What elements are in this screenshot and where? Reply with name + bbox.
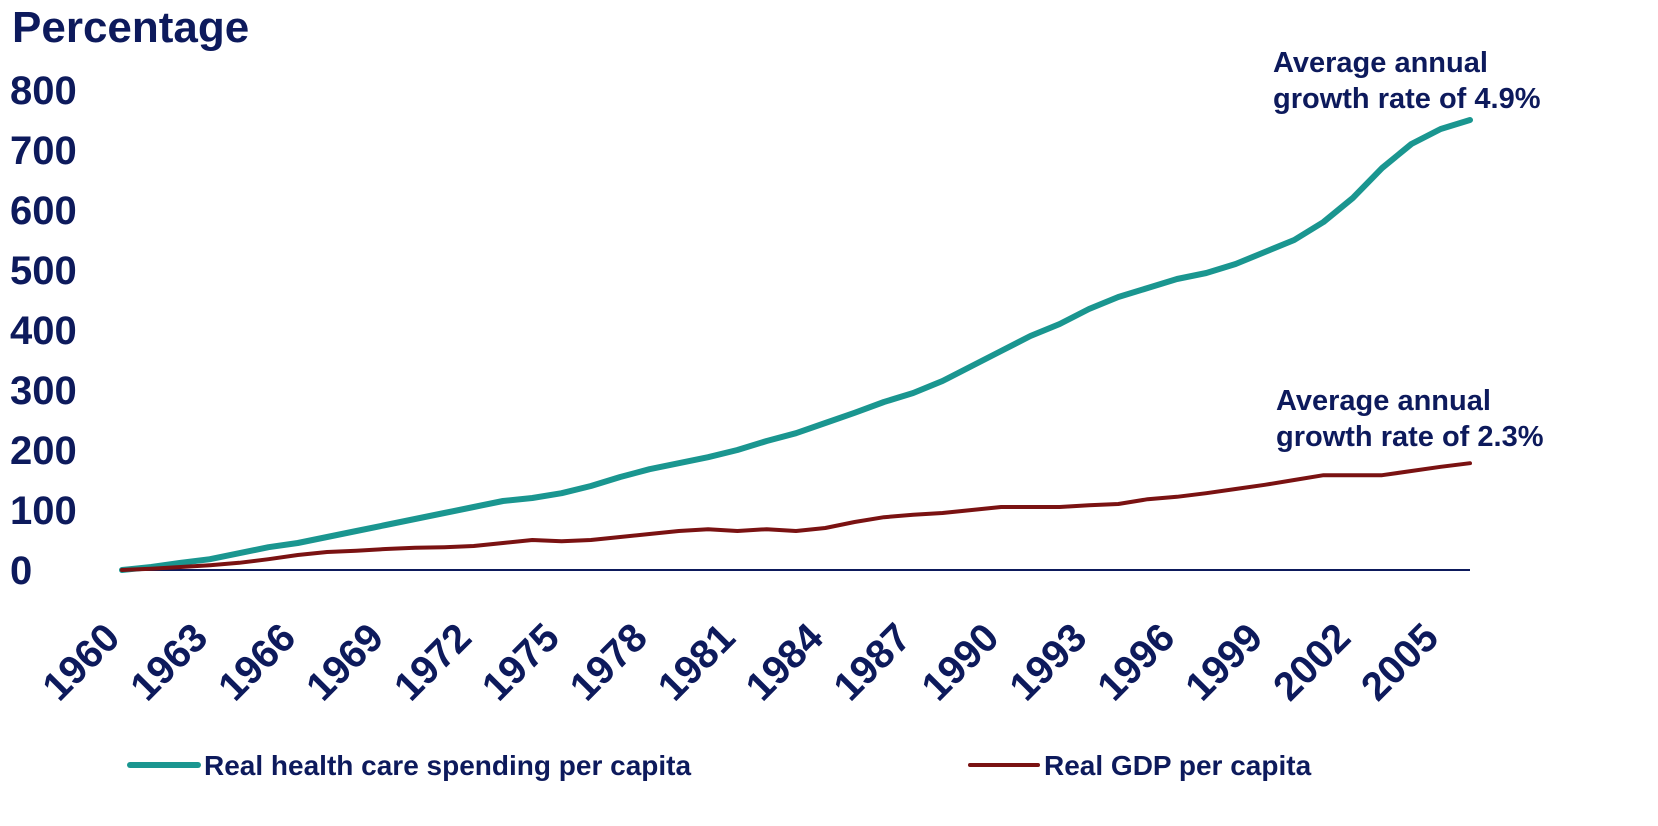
x-tick-label: 1987 [826, 615, 920, 709]
x-tick-label: 1972 [386, 615, 480, 709]
y-tick-label: 600 [10, 189, 77, 233]
x-tick-label: 1969 [298, 615, 392, 709]
y-tick-label: 800 [10, 69, 77, 113]
y-tick-label: 100 [10, 489, 77, 533]
x-tick-label: 1993 [1001, 615, 1095, 709]
x-tick-label: 1999 [1177, 615, 1271, 709]
legend-label: Real health care spending per capita [204, 750, 691, 781]
x-tick-label: 1978 [562, 615, 656, 709]
y-axis-ticks: 0 100 200 300 400 500 600 700 800 [10, 69, 77, 593]
annotation-line: Average annual [1273, 47, 1488, 79]
y-tick-label: 400 [10, 309, 77, 353]
x-tick-label: 1996 [1089, 615, 1183, 709]
x-tick-label: 1984 [738, 615, 833, 710]
y-tick-label: 300 [10, 369, 77, 413]
series-line-gdp [120, 461, 1472, 572]
x-tick-label: 2002 [1265, 615, 1359, 709]
x-tick-label: 1981 [650, 615, 744, 709]
x-tick-label: 1963 [122, 615, 216, 709]
x-tick-label: 2005 [1353, 615, 1447, 709]
x-axis-ticks: 1960196319661969197219751978198119841987… [34, 615, 1447, 710]
y-axis-label: Percentage [12, 3, 249, 52]
y-tick-label: 200 [10, 429, 77, 473]
annotations: Average annual growth rate of 4.9% Average… [1273, 47, 1544, 453]
annotation-line: growth rate of 4.9% [1273, 83, 1541, 115]
y-tick-label: 700 [10, 129, 77, 173]
x-tick-label: 1990 [913, 615, 1007, 709]
series-lines [119, 117, 1473, 573]
x-tick-label: 1960 [34, 615, 128, 709]
legend: Real health care spending per capita Real… [127, 750, 1312, 781]
y-tick-label: 500 [10, 249, 77, 293]
x-tick-label: 1975 [474, 615, 568, 709]
annotation-line: Average annual [1276, 385, 1491, 417]
series-line-health-care-spending [119, 117, 1473, 573]
legend-label: Real GDP per capita [1044, 750, 1312, 781]
x-tick-label: 1966 [210, 615, 304, 709]
y-tick-label: 0 [10, 549, 32, 593]
annotation-line: growth rate of 2.3% [1276, 421, 1544, 453]
